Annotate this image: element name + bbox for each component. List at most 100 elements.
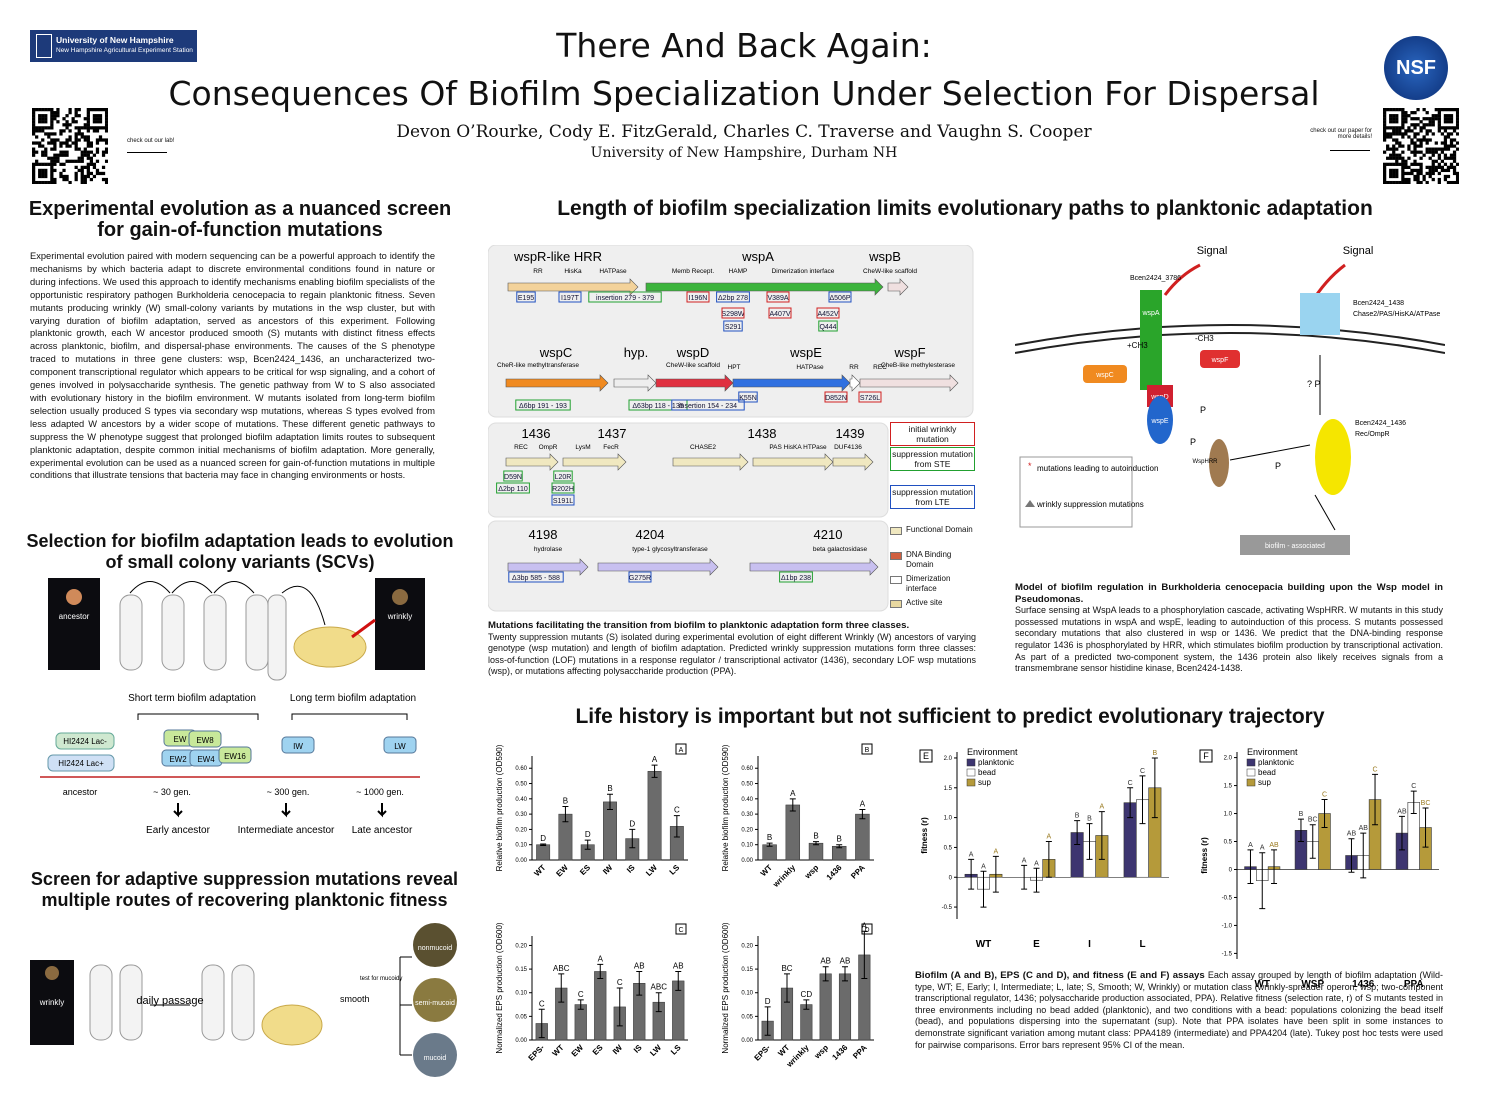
qr-code[interactable] bbox=[32, 108, 108, 184]
qr-module bbox=[80, 153, 84, 157]
qr-module bbox=[80, 156, 84, 160]
significance-letter: A bbox=[860, 800, 866, 809]
qr-module bbox=[62, 177, 66, 182]
qr-module bbox=[1443, 162, 1448, 166]
domain-label: PAS HisKA HTPase bbox=[769, 444, 827, 451]
qr-module bbox=[1446, 132, 1451, 136]
qr-module bbox=[1410, 150, 1414, 154]
qr-module bbox=[86, 165, 90, 169]
mutation-box bbox=[516, 291, 536, 303]
qr-module bbox=[1443, 108, 1448, 112]
qr-module bbox=[1416, 171, 1420, 176]
qr-module bbox=[104, 108, 108, 112]
population bbox=[218, 746, 252, 764]
qr-module bbox=[1395, 159, 1399, 163]
qr-module bbox=[1404, 159, 1408, 163]
gene-arrow bbox=[562, 453, 627, 471]
qr-module bbox=[74, 135, 78, 139]
qr-module bbox=[1395, 132, 1399, 136]
gene-label: wspC bbox=[539, 345, 573, 360]
mutation-box bbox=[503, 470, 523, 482]
qr-module bbox=[1398, 180, 1402, 184]
qr-module bbox=[1431, 165, 1435, 169]
qr-module bbox=[83, 177, 87, 182]
qr-module bbox=[1419, 120, 1423, 124]
qr-module bbox=[62, 174, 66, 179]
qr-module bbox=[1431, 120, 1435, 124]
qr-module bbox=[1401, 108, 1405, 112]
qr-module bbox=[1401, 159, 1405, 163]
significance-letter: C bbox=[1128, 780, 1133, 787]
gene-label: wspB bbox=[868, 249, 901, 264]
qr-module bbox=[65, 120, 69, 124]
qr-module bbox=[1425, 111, 1429, 115]
y-tick-label: 0.30 bbox=[741, 812, 753, 818]
error-bar bbox=[607, 793, 613, 811]
qr-module bbox=[50, 114, 54, 118]
error-bar bbox=[558, 973, 565, 1003]
qr-module bbox=[1446, 114, 1451, 118]
bar bbox=[831, 845, 847, 861]
qr-module bbox=[1437, 114, 1441, 118]
signal-label: Signal bbox=[1343, 245, 1374, 257]
y-tick-label: 0.50 bbox=[515, 782, 527, 788]
qr-module bbox=[1437, 180, 1441, 184]
colony bbox=[66, 589, 82, 605]
qr-module bbox=[53, 114, 57, 118]
qr-module bbox=[32, 150, 36, 154]
qr-module bbox=[56, 159, 60, 163]
qr-module bbox=[65, 159, 69, 163]
qr-module bbox=[53, 132, 57, 136]
tube bbox=[203, 594, 227, 671]
pointer bbox=[351, 618, 376, 639]
qr-module bbox=[1407, 126, 1411, 130]
population-label: EW bbox=[174, 735, 187, 744]
qr-module bbox=[1440, 108, 1444, 112]
section-heading: Life history is important but not suffic… bbox=[575, 705, 1325, 728]
y-tick-label: 0.50 bbox=[741, 782, 753, 788]
qr-module bbox=[1455, 111, 1459, 115]
mutation-box bbox=[515, 399, 571, 411]
logo-subtext: New Hampshire Agricultural Experiment St… bbox=[56, 47, 193, 54]
qr-module bbox=[1443, 168, 1448, 173]
qr-module bbox=[1443, 153, 1448, 157]
qr-module bbox=[83, 165, 87, 169]
qr-module bbox=[1395, 141, 1399, 145]
x-tick-label: LS bbox=[669, 1043, 683, 1057]
qr-module bbox=[53, 168, 57, 173]
qr-module bbox=[1431, 168, 1435, 173]
qr-module bbox=[1383, 108, 1387, 112]
y-axis-title: Relative biofilm production (OD590) bbox=[721, 744, 730, 871]
qr-code[interactable] bbox=[1383, 108, 1459, 184]
gene-label: 1436 bbox=[522, 426, 551, 441]
qr-module bbox=[1431, 147, 1435, 151]
error-bar bbox=[861, 930, 868, 980]
qr-module bbox=[1416, 132, 1420, 136]
significance-letter: AB bbox=[1269, 842, 1279, 849]
qr-module bbox=[59, 153, 63, 157]
mutation-box bbox=[723, 320, 743, 332]
mutation-label: S298W bbox=[722, 311, 745, 318]
legend-label: mutations leading to autoinduction bbox=[1037, 464, 1158, 473]
caption-body: Twenty suppression mutants (S) isolated … bbox=[488, 631, 976, 677]
qr-module bbox=[1443, 174, 1448, 179]
qr-module bbox=[86, 141, 90, 145]
qr-module bbox=[50, 162, 54, 166]
significance-letter: D bbox=[585, 830, 591, 839]
qr-module bbox=[104, 159, 108, 163]
nsf-logo: NSF bbox=[1384, 36, 1448, 100]
qr-module bbox=[74, 174, 78, 179]
bar bbox=[574, 1004, 587, 1041]
qr-module bbox=[59, 171, 63, 176]
caption: Model of biofilm regulation in Burkholde… bbox=[1015, 582, 1443, 675]
qr-module bbox=[1449, 120, 1454, 124]
wspF bbox=[1200, 350, 1240, 368]
qr-module bbox=[38, 120, 42, 124]
qr-module bbox=[59, 162, 63, 166]
qr-module bbox=[44, 174, 48, 179]
significance-letter: A bbox=[969, 851, 974, 858]
gene-arrow bbox=[849, 374, 861, 392]
mutation-label: Δ1bp 238 bbox=[781, 575, 811, 582]
qr-module bbox=[1431, 171, 1435, 176]
panel-tag-box bbox=[861, 923, 873, 935]
